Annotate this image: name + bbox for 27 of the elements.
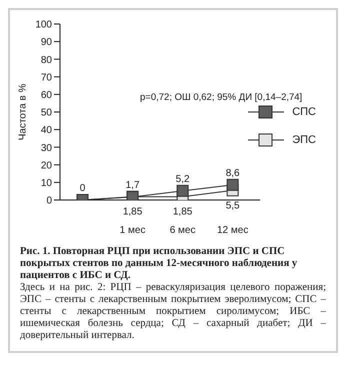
y-tick-label: 100	[35, 20, 52, 31]
legend-label: ЭПС	[292, 134, 316, 146]
data-label: 1,7	[126, 180, 140, 192]
y-axis-title: Частота в %	[18, 83, 29, 140]
y-tick-label: 90	[40, 37, 52, 48]
x-tick-label: 6 мес	[170, 225, 196, 236]
data-label: 1,85	[122, 206, 143, 218]
y-tick-label: 50	[40, 108, 52, 119]
legend-label: СПС	[292, 106, 316, 118]
data-label: 0	[80, 183, 86, 194]
y-tick-label: 10	[40, 178, 52, 189]
y-tick-label: 20	[40, 160, 52, 172]
y-tick-label: 0	[46, 196, 52, 207]
data-label: 5,2	[176, 174, 190, 185]
x-tick-label: 12 мес	[217, 225, 248, 236]
data-label: 5,5	[226, 200, 240, 212]
x-tick-label: 1 мес	[120, 225, 146, 236]
annotation: p=0,72; ОШ 0,62; 95% ДИ [0,14–2,74]	[140, 92, 302, 103]
data-label: 8,6	[226, 168, 240, 179]
y-tick-label: 60	[40, 90, 52, 101]
text: Рис. 1. Повторная РЦП при использовании ЭПС и СПС покрытых стентов по данным 12-месячного наблюдения у пациентов с ИБС и СД.	[20, 246, 298, 282]
y-tick-label: 40	[40, 125, 52, 136]
data-label: 1,85	[172, 206, 193, 218]
y-tick-label: 30	[40, 142, 52, 154]
y-tick-label: 80	[40, 54, 52, 66]
text: Здесь и на рис. 2: РЦП – реваскуляризация целевого поражения; ЭПС – стенты с лекарственным покрытием эверолимусом; СПС – стенты с лекарственным покрытием сиролимусом; ИБС – ишемическая болезнь сердца; СД – сахарный диабет; ДИ – доверительный интервал.	[20, 282, 326, 342]
y-tick-label: 70	[40, 72, 52, 84]
